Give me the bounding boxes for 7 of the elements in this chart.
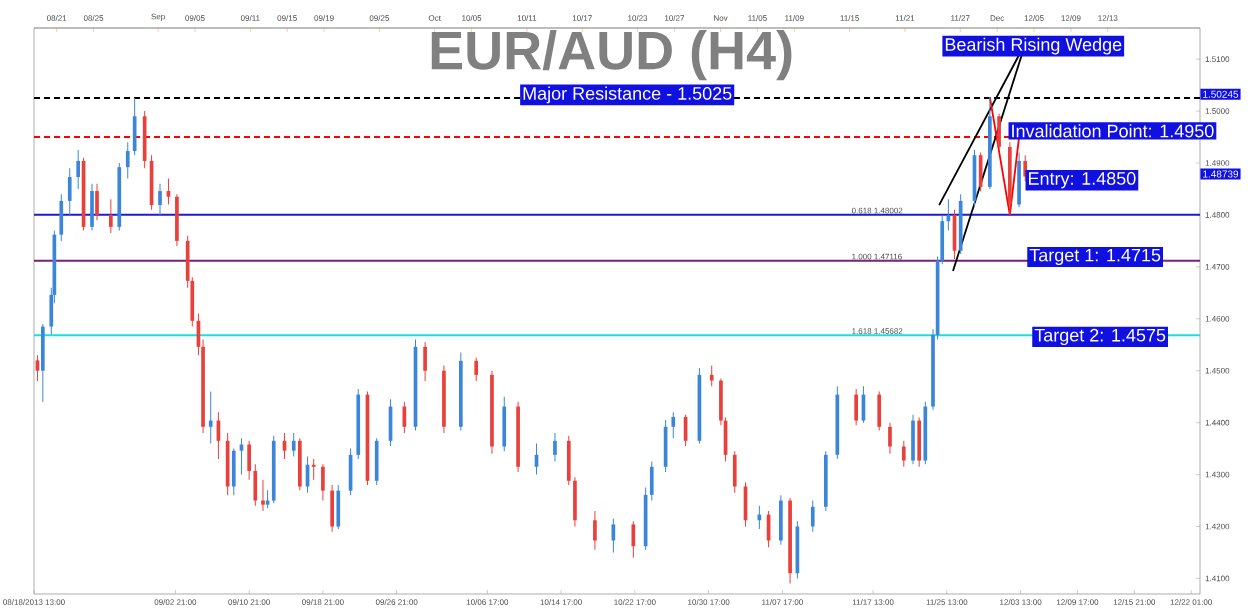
- chart-title: EUR/AUD (H4): [431, 29, 792, 81]
- annotation: Major Resistance - 1.5025: [523, 86, 732, 104]
- annotation: Invalidation Point: 1.4950: [1012, 124, 1214, 138]
- annotation: Target 1: 1.4715: [1029, 248, 1161, 266]
- annotation: Bearish Rising Wedge: [945, 37, 1122, 55]
- annotation: Entry: 1.4850: [1028, 172, 1136, 189]
- annotation: Target 2: 1.4575: [1034, 328, 1166, 346]
